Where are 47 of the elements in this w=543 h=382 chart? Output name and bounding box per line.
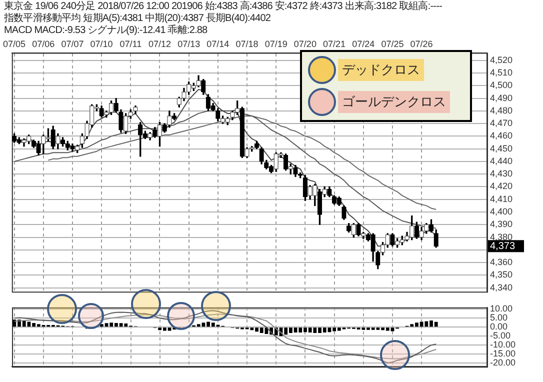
y-tick-label: 4,430: [490, 168, 513, 179]
chart-title: 東京金 19/06 240分足 2018/07/26 12:00 201906 始:4383 高:4386 安:4372 終:4373 出来高:3182 取組高:----: [4, 1, 442, 12]
x-tick-label: 07/21: [323, 38, 346, 49]
x-tick-label: 07/20: [294, 38, 316, 49]
text: MACD MACD:-9.53 シグナル(9):-12.41 乖離:2.88: [4, 25, 208, 37]
x-tick-label: 07/06: [32, 38, 55, 49]
y-tick-label: 4,460: [490, 130, 513, 141]
x-tick-label: 07/10: [90, 38, 113, 49]
y-tick-label: 4,360: [490, 257, 513, 268]
legend-box: デッドクロス ゴールデンクロス: [300, 50, 472, 122]
y-tick-label: 4,340: [490, 282, 513, 292]
y-tick-label: -20.00: [490, 357, 516, 368]
x-tick-label: 07/18: [236, 38, 258, 49]
x-tick-label: 07/26: [410, 38, 433, 49]
y-tick-label: 4,450: [490, 143, 513, 154]
y-tick-label: 10.00: [490, 304, 513, 314]
x-tick-label: 07/11: [120, 38, 142, 49]
y-tick-label: 4,520: [490, 54, 513, 65]
y-tick-label: 4,420: [490, 181, 513, 192]
y-tick-label: 4,410: [490, 194, 513, 204]
y-tick-label: 4,390: [490, 219, 513, 230]
y-tick-label: 5.00: [490, 312, 508, 323]
y-tick-label: 4,510: [490, 68, 513, 78]
y-tick-label: -5.00: [490, 330, 511, 341]
y-tick-label: 4,480: [490, 105, 513, 116]
x-tick-label: 07/14: [206, 38, 230, 49]
y-tick-label: 4,470: [490, 118, 513, 128]
y-tick-label: 4,350: [490, 270, 513, 280]
x-tick-label: 07/05: [3, 38, 26, 49]
x-tick-label: 07/19: [264, 38, 288, 49]
annotation: デッドクロス: [338, 59, 424, 81]
y-tick-label: 4,490: [490, 92, 513, 103]
y-tick-label: 0.00: [490, 322, 508, 332]
y-tick-label: 4,380: [490, 232, 513, 242]
x-tick-label: 07/25: [381, 38, 404, 49]
x-tick-label: 07/12: [148, 38, 172, 49]
y-tick-label: -10.00: [490, 340, 516, 350]
x-tick-label: 07/24: [352, 38, 375, 49]
x-tick-label: 07/07: [61, 38, 84, 49]
y-tick-label: 4,440: [490, 156, 513, 166]
y-tick-label: -15.00: [490, 348, 516, 359]
y-tick-label: 4,500: [490, 80, 513, 90]
chart-subtitle: 指数平滑移動平均 短期A(5):4381 中期(20):4387 長期B(40):4402: [4, 13, 271, 24]
text: 4,373: [490, 240, 516, 252]
x-tick-label: 07/13: [178, 38, 200, 49]
y-tick-label: 4,400: [490, 206, 513, 216]
annotation: ゴールデンクロス: [338, 91, 450, 113]
